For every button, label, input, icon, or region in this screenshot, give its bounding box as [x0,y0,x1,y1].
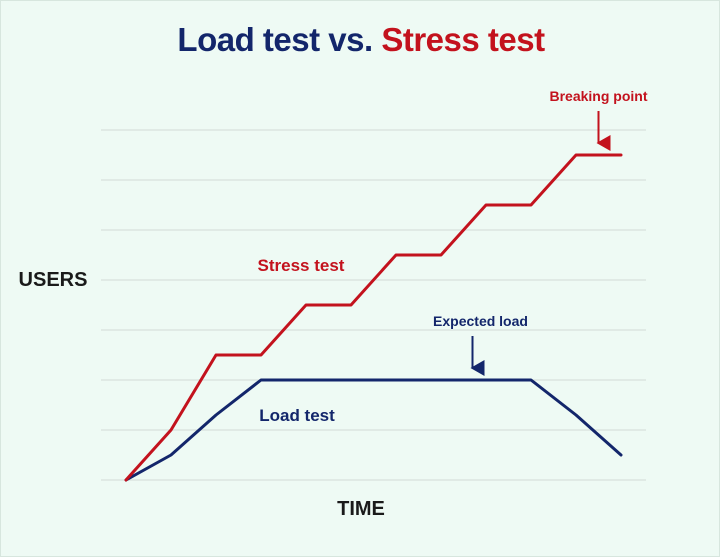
stress-test-line [124,153,623,482]
title-vs: vs. [328,21,373,58]
load-test-label: Load test [259,406,335,425]
load-test-line [124,378,623,482]
series-layer: Load test Stress test [124,153,623,482]
chart-title: Load test vs. Stress test [1,21,720,59]
expected-load-label: Expected load [433,313,528,329]
title-load-test: Load test [177,21,320,58]
breaking-point-label: Breaking point [549,88,647,104]
y-axis-label: USERS [19,269,88,291]
annotation-layer: Breaking point Expected load [433,88,648,376]
stress-test-label: Stress test [258,256,345,275]
grid-lines [101,129,646,481]
x-axis-label: TIME [337,498,385,520]
title-stress-test: Stress test [381,21,545,58]
